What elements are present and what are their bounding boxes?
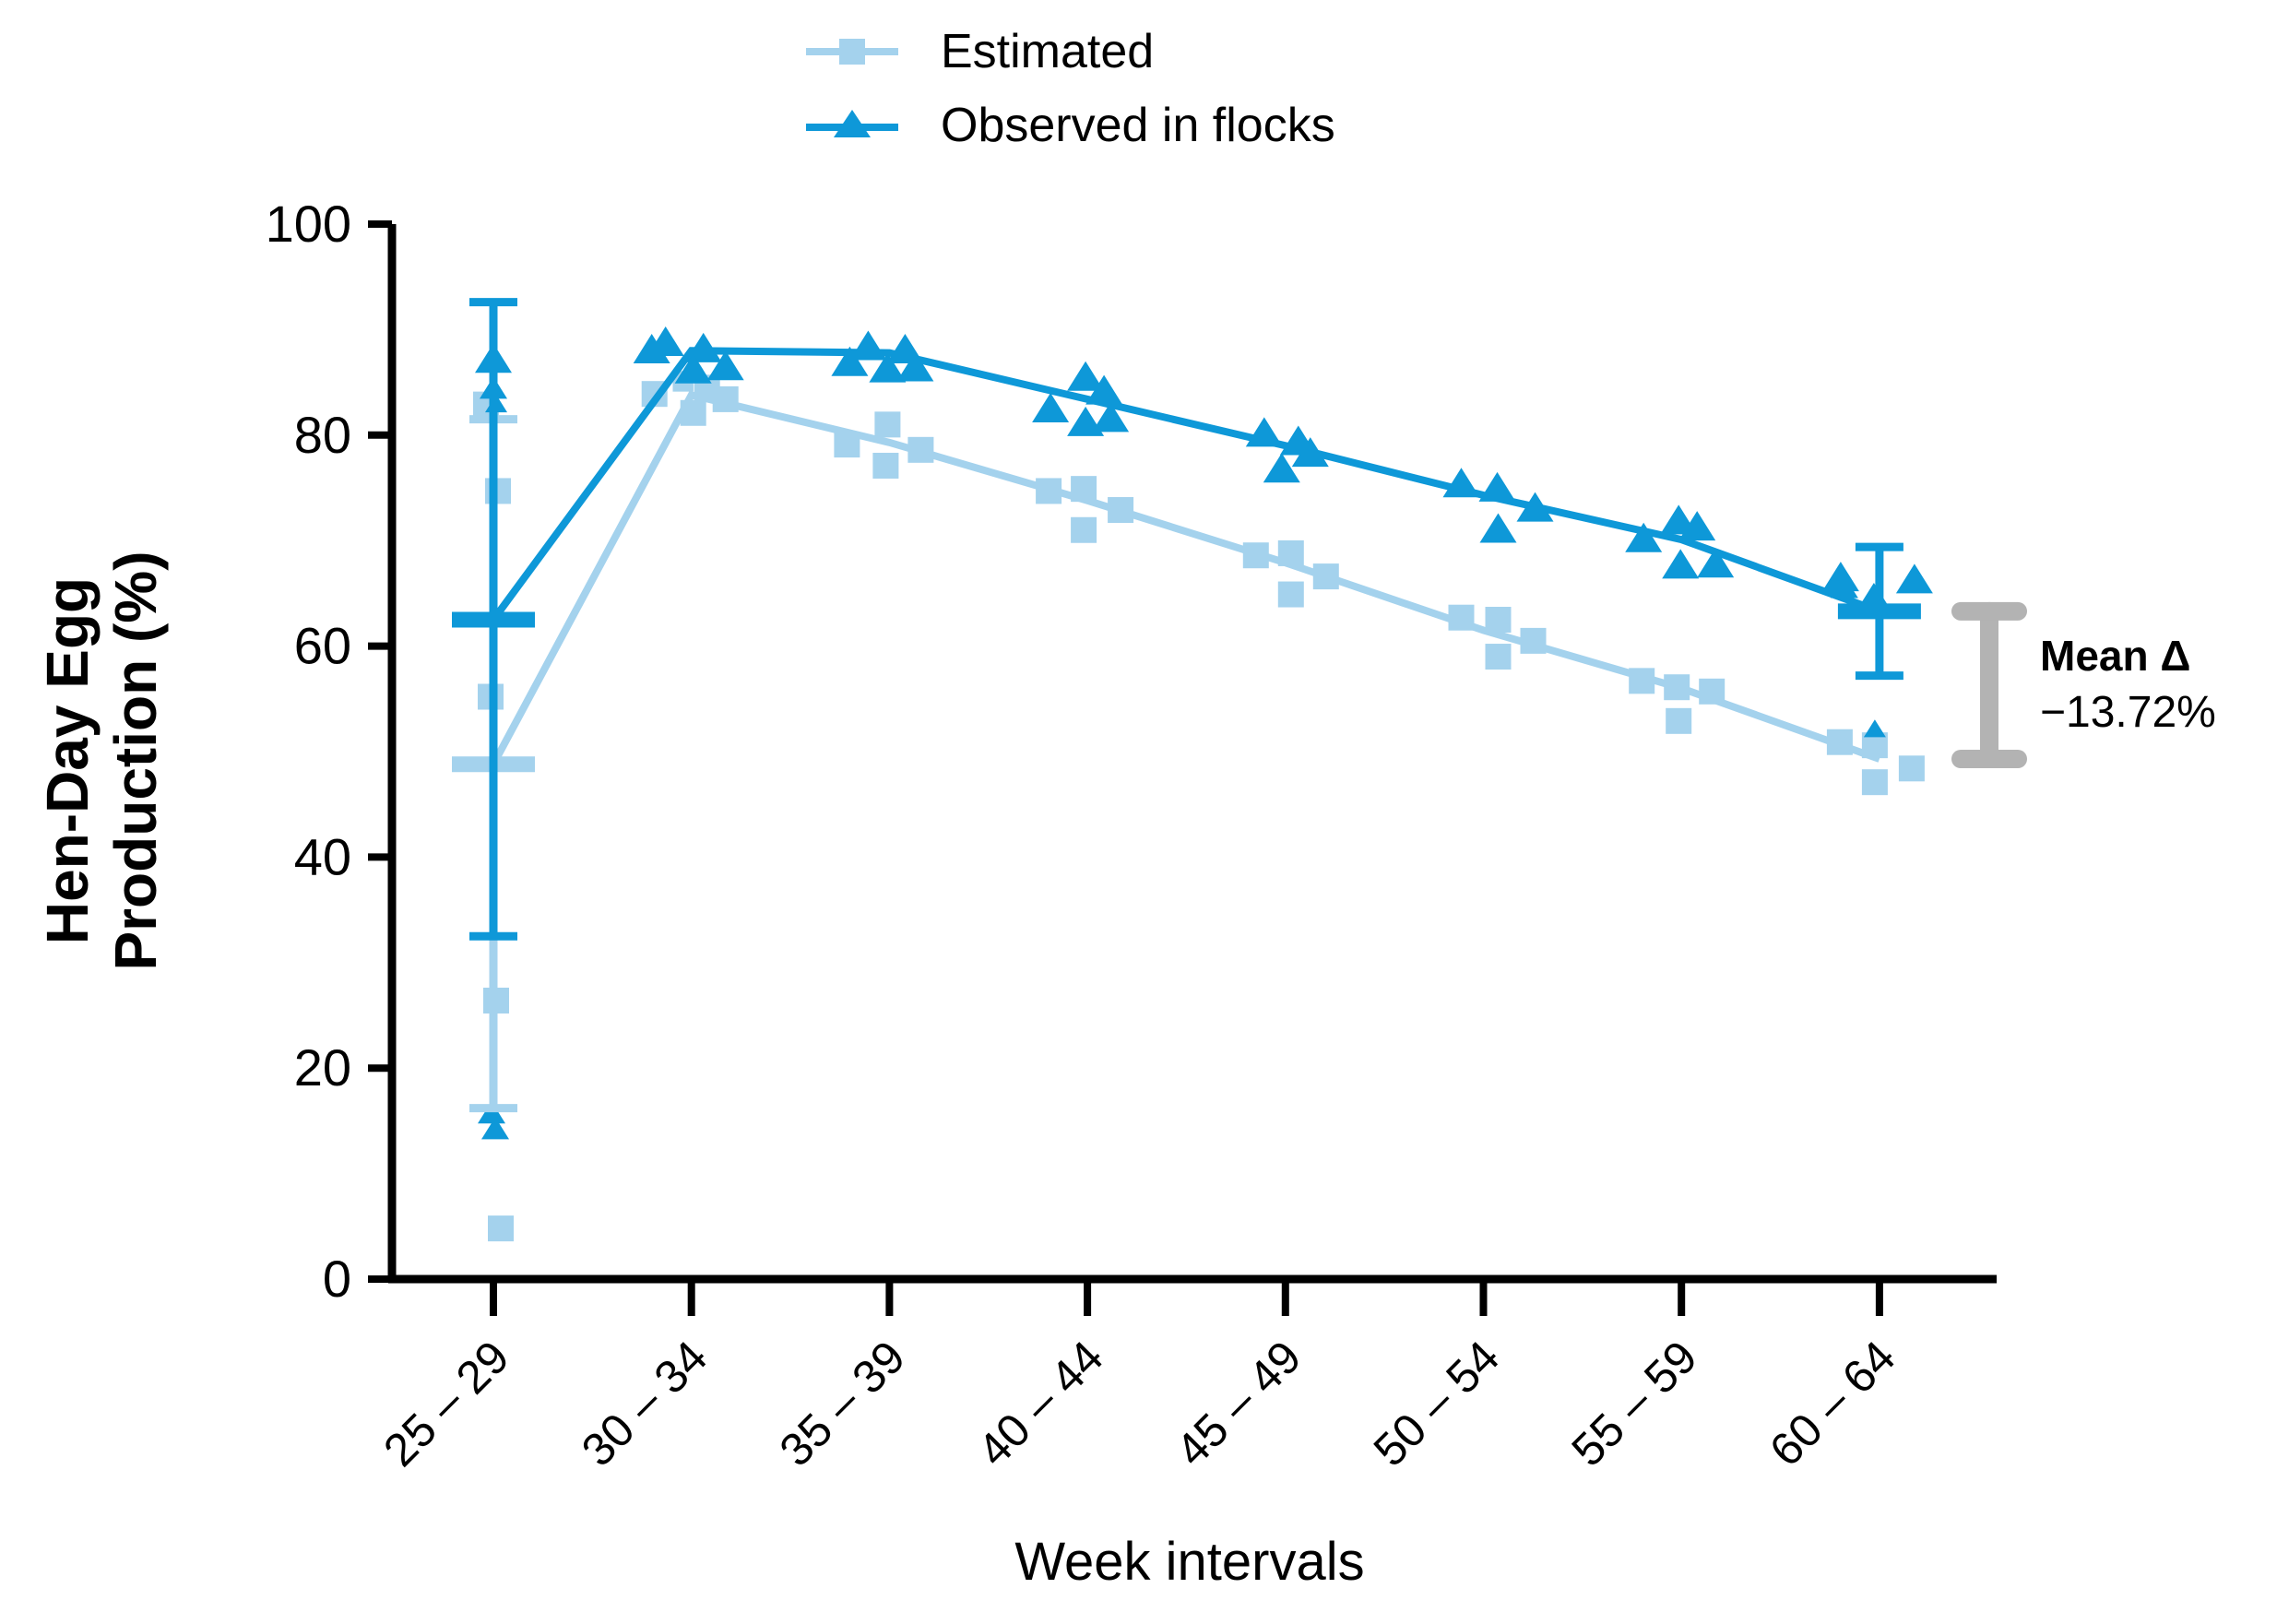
observed-point [1678, 511, 1716, 541]
observed-point [1263, 453, 1300, 483]
y-tick-label: 0 [323, 1250, 351, 1308]
estimated-point [1520, 627, 1547, 654]
observed-point [1895, 563, 1933, 594]
x-tick-label: 30 – 34 [572, 1331, 717, 1476]
estimated-point [1312, 563, 1339, 590]
estimated-point [1666, 707, 1692, 734]
y-axis-title-line1: Hen-Day Egg [34, 576, 101, 945]
estimated-point [907, 436, 934, 463]
observed-point [1478, 471, 1516, 502]
mean-delta-value: −13.72% [2040, 687, 2216, 737]
legend-item-observed: Observed in flocks [804, 101, 1335, 149]
estimated-point [1826, 729, 1853, 755]
observed-point [831, 346, 869, 376]
y-tick-label: 60 [294, 617, 351, 675]
estimated-point [680, 399, 706, 426]
estimated-point [1071, 476, 1097, 503]
estimated-point [1071, 516, 1097, 543]
mean-delta-annotation: Mean Δ −13.72% [2040, 629, 2216, 741]
estimated-point [1242, 542, 1269, 569]
y-tick-label: 100 [266, 195, 351, 253]
observed-point [1830, 575, 1858, 599]
observed-point [1032, 393, 1070, 423]
observed-point [481, 1117, 509, 1140]
observed-point [849, 330, 887, 361]
mean-delta-label: Mean Δ [2040, 632, 2191, 680]
estimated-point [485, 478, 511, 504]
observed-point [674, 353, 712, 384]
observed-point [478, 1101, 505, 1124]
estimated-point [488, 1215, 514, 1242]
observed-point [1662, 549, 1700, 579]
x-tick-label: 45 – 49 [1166, 1331, 1311, 1476]
observed-point [1625, 522, 1663, 552]
y-axis-title-line2: Production (%) [101, 551, 169, 971]
y-tick-label: 40 [294, 827, 351, 885]
observed-point [1067, 361, 1105, 391]
estimated-point [1861, 769, 1888, 796]
legend-label-estimated: Estimated [941, 25, 1155, 78]
observed-point [1092, 402, 1130, 433]
estimated-point [1629, 668, 1655, 694]
estimated-point [872, 452, 899, 479]
estimated-marker-icon [806, 39, 898, 65]
x-tick-label: 35 – 39 [770, 1331, 916, 1476]
estimated-point [1277, 539, 1304, 566]
observed-point [1697, 548, 1735, 578]
observed-point [1516, 492, 1554, 522]
observed-point [684, 332, 722, 362]
estimated-point [1485, 607, 1512, 633]
y-tick-label: 20 [294, 1038, 351, 1096]
observed-point [1245, 417, 1283, 447]
observed-point [706, 350, 744, 381]
observed-point [1291, 437, 1329, 468]
estimated-point [1036, 478, 1062, 504]
estimated-point [1898, 755, 1925, 782]
x-tick-label: 25 – 29 [374, 1331, 519, 1476]
estimated-point [1485, 644, 1512, 670]
estimated-point [874, 411, 901, 438]
x-axis-title: Week intervals [1014, 1532, 1365, 1592]
estimated-point [1277, 581, 1304, 608]
estimated-point [712, 385, 739, 412]
y-axis-title: Hen-Day Egg Production (%) [34, 406, 182, 1116]
observed-point [1479, 513, 1517, 543]
estimated-point [1699, 678, 1726, 705]
legend-label-observed: Observed in flocks [941, 99, 1335, 152]
estimated-point [1108, 497, 1134, 524]
observed-point [646, 326, 684, 356]
estimated-point [834, 432, 860, 458]
x-tick-label: 55 – 59 [1561, 1331, 1707, 1476]
observed-point [869, 352, 907, 383]
estimated-point [1448, 604, 1475, 631]
observed-point [896, 351, 934, 382]
estimated-point [1664, 674, 1690, 701]
x-tick-label: 40 – 44 [967, 1331, 1113, 1476]
observed-point [1442, 468, 1480, 498]
observed-marker-icon [806, 110, 898, 137]
observed-point [1821, 562, 1859, 592]
observed-point [1085, 374, 1123, 405]
legend-item-estimated: Estimated [804, 28, 1154, 76]
observed-point [1863, 719, 1886, 738]
x-tick-label: 50 – 54 [1364, 1331, 1510, 1476]
x-tick-label: 60 – 64 [1760, 1331, 1905, 1476]
y-tick-label: 80 [294, 406, 351, 464]
